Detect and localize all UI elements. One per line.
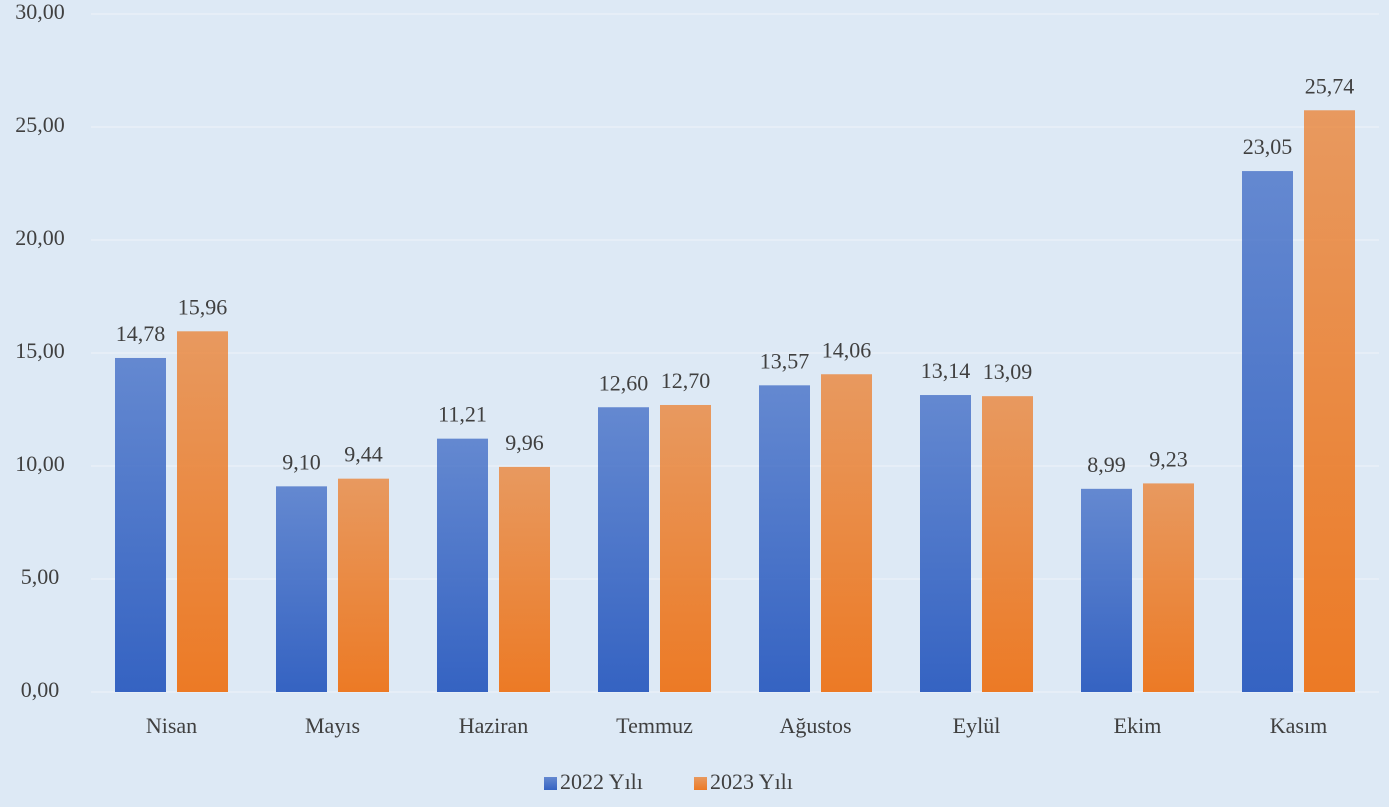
x-tick-label: Eylül — [953, 713, 1001, 738]
bar — [660, 404, 711, 692]
bar — [982, 396, 1033, 692]
x-tick-label: Temmuz — [616, 713, 693, 738]
data-label: 23,05 — [1243, 134, 1293, 159]
legend-label: 2022 Yılı — [560, 769, 643, 794]
data-label: 9,96 — [505, 430, 544, 455]
bar — [821, 374, 872, 692]
bar — [1081, 488, 1132, 692]
data-label: 14,78 — [116, 321, 166, 346]
x-tick-label: Nisan — [146, 713, 197, 738]
x-tick-label: Ağustos — [779, 713, 851, 738]
data-label: 15,96 — [178, 294, 228, 319]
y-tick-label: 30,00 — [15, 0, 65, 24]
y-tick-label: 25,00 — [15, 112, 65, 137]
bar — [276, 486, 327, 692]
bar — [759, 385, 810, 692]
bar — [1304, 110, 1355, 692]
x-tick-label: Ekim — [1114, 713, 1162, 738]
bar — [920, 395, 971, 692]
y-tick-label: 5,00 — [21, 564, 60, 589]
y-tick-label: 0,00 — [21, 677, 60, 702]
data-label: 12,60 — [599, 370, 649, 395]
data-label: 14,06 — [822, 337, 872, 362]
legend-swatch — [544, 777, 557, 790]
x-tick-label: Haziran — [459, 713, 529, 738]
bar — [115, 357, 166, 692]
data-label: 8,99 — [1087, 452, 1126, 477]
bar — [598, 407, 649, 692]
bar — [437, 438, 488, 692]
data-label: 9,44 — [344, 442, 383, 467]
y-tick-label: 20,00 — [15, 225, 65, 250]
data-label: 13,14 — [921, 358, 971, 383]
data-label: 25,74 — [1305, 73, 1355, 98]
data-label: 9,23 — [1149, 446, 1188, 471]
legend-swatch — [694, 777, 707, 790]
data-label: 13,09 — [983, 359, 1033, 384]
data-label: 9,10 — [282, 449, 321, 474]
y-tick-label: 15,00 — [15, 338, 65, 363]
bar — [177, 331, 228, 692]
x-tick-label: Mayıs — [305, 713, 360, 738]
y-tick-label: 10,00 — [15, 451, 65, 476]
legend-label: 2023 Yılı — [710, 769, 793, 794]
data-label: 12,70 — [661, 368, 711, 393]
x-tick-label: Kasım — [1270, 713, 1327, 738]
bar — [1143, 483, 1194, 692]
data-label: 13,57 — [760, 348, 810, 373]
bar — [1242, 171, 1293, 692]
bar — [499, 466, 550, 692]
bar — [338, 478, 389, 692]
data-label: 11,21 — [438, 402, 487, 427]
